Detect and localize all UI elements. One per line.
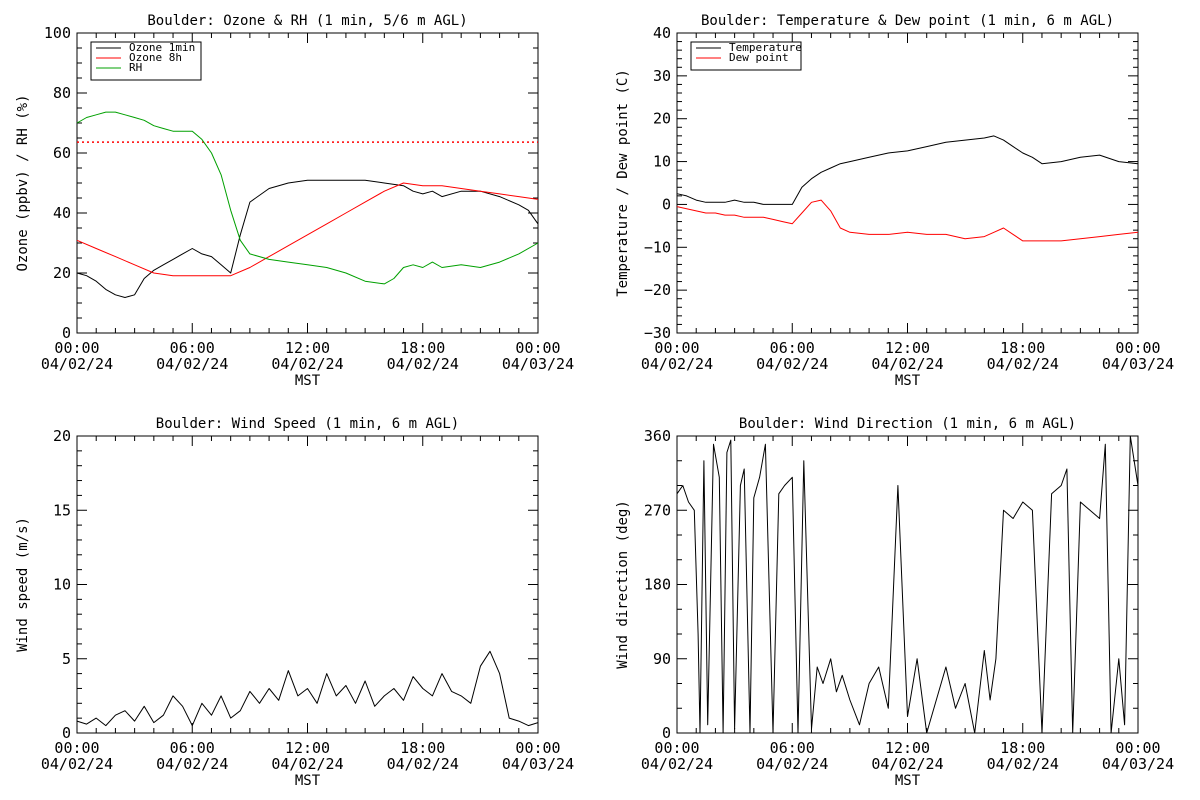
y-tick-label: 0 — [662, 195, 671, 213]
y-tick-label: 360 — [644, 427, 671, 445]
legend-label: Temperature — [729, 41, 802, 54]
x-tick-time-label: 12:00 — [885, 739, 930, 757]
chart-title: Boulder: Temperature & Dew point (1 min,… — [701, 13, 1114, 29]
y-axis-label: Ozone (ppbv) / RH (%) — [15, 94, 31, 271]
x-tick-time-label: 12:00 — [285, 339, 330, 357]
y-tick-label: 80 — [53, 84, 71, 102]
chart-panel-0: Boulder: Ozone & RH (1 min, 5/6 m AGL) 0 2… — [15, 13, 574, 389]
x-tick-date-label: 04/02/24 — [156, 355, 228, 373]
x-tick-time-label: 18:00 — [1000, 739, 1045, 757]
x-axis-label: MST — [895, 773, 921, 789]
series-line-0 — [76, 650, 539, 727]
x-tick-date-label: 04/02/24 — [271, 755, 343, 773]
y-tick-label: 0 — [662, 724, 671, 742]
y-tick-label: 20 — [653, 110, 671, 128]
x-tick-date-label: 04/02/24 — [156, 755, 228, 773]
y-tick-label: 20 — [53, 427, 71, 445]
legend-label: Ozone 1min — [129, 41, 195, 54]
y-tick-label: 0 — [62, 324, 71, 342]
legend-box — [690, 41, 802, 71]
x-tick-time-label: 18:00 — [400, 339, 445, 357]
series-line-temperature — [676, 135, 1139, 205]
y-axis-label: Wind direction (deg) — [615, 500, 631, 669]
y-tick-label: 100 — [44, 24, 71, 42]
x-axis-label: MST — [295, 373, 321, 389]
y-tick-label: 30 — [653, 67, 671, 85]
x-tick-time-label: 00:00 — [654, 339, 699, 357]
x-tick-date-label: 04/02/24 — [987, 355, 1059, 373]
y-tick-label: 90 — [653, 650, 671, 668]
x-tick-date-label: 04/02/24 — [41, 755, 113, 773]
y-axis-label: Wind speed (m/s) — [15, 517, 31, 652]
legend-label: Dew point — [729, 51, 789, 64]
chart-panel-3: Boulder: Wind Direction (1 min, 6 m AGL)… — [615, 416, 1174, 789]
x-tick-time-label: 18:00 — [400, 739, 445, 757]
x-axis-label: MST — [895, 373, 921, 389]
plot-frame — [676, 32, 1139, 334]
y-tick-label: 270 — [644, 501, 671, 519]
x-tick-date-label: 04/02/24 — [756, 755, 828, 773]
y-tick-label: −30 — [644, 324, 671, 342]
y-axis-label: Temperature / Dew point (C) — [615, 69, 631, 297]
x-tick-date-label: 04/02/24 — [41, 355, 113, 373]
series-line-0 — [676, 435, 1139, 734]
y-tick-label: 180 — [644, 576, 671, 594]
x-tick-date-label: 04/02/24 — [871, 355, 943, 373]
legend-label: RH — [129, 61, 142, 74]
chart-title: Boulder: Wind Speed (1 min, 6 m AGL) — [156, 416, 459, 432]
x-tick-date-label: 04/03/24 — [1102, 355, 1174, 373]
x-tick-time-label: 12:00 — [285, 739, 330, 757]
x-tick-date-label: 04/02/24 — [387, 355, 459, 373]
y-tick-label: 10 — [653, 153, 671, 171]
series-line-ozone-8h — [76, 182, 539, 277]
y-tick-label: 20 — [53, 264, 71, 282]
x-tick-date-label: 04/02/24 — [387, 755, 459, 773]
x-tick-date-label: 04/02/24 — [641, 755, 713, 773]
y-tick-label: 15 — [53, 501, 71, 519]
x-tick-time-label: 12:00 — [885, 339, 930, 357]
x-tick-time-label: 00:00 — [515, 339, 560, 357]
y-tick-label: 60 — [53, 144, 71, 162]
chart-title: Boulder: Ozone & RH (1 min, 5/6 m AGL) — [147, 13, 467, 29]
x-tick-time-label: 00:00 — [1115, 739, 1160, 757]
y-tick-label: 40 — [653, 24, 671, 42]
x-tick-time-label: 00:00 — [654, 739, 699, 757]
x-tick-time-label: 00:00 — [54, 739, 99, 757]
y-tick-label: 40 — [53, 204, 71, 222]
series-line-rh — [76, 111, 539, 285]
series-line-dew-point — [676, 199, 1139, 242]
x-tick-time-label: 00:00 — [515, 739, 560, 757]
x-tick-date-label: 04/02/24 — [871, 755, 943, 773]
x-tick-time-label: 18:00 — [1000, 339, 1045, 357]
y-tick-label: −10 — [644, 238, 671, 256]
x-tick-time-label: 06:00 — [170, 339, 215, 357]
x-tick-date-label: 04/02/24 — [987, 755, 1059, 773]
chart-title: Boulder: Wind Direction (1 min, 6 m AGL) — [739, 416, 1076, 432]
y-tick-label: 0 — [62, 724, 71, 742]
x-tick-time-label: 06:00 — [770, 339, 815, 357]
legend-label: Ozone 8h — [129, 51, 182, 64]
y-tick-label: 10 — [53, 576, 71, 594]
x-tick-time-label: 00:00 — [54, 339, 99, 357]
x-tick-time-label: 00:00 — [1115, 339, 1160, 357]
x-tick-time-label: 06:00 — [170, 739, 215, 757]
x-tick-date-label: 04/02/24 — [271, 355, 343, 373]
y-tick-label: 5 — [62, 650, 71, 668]
x-tick-date-label: 04/02/24 — [756, 355, 828, 373]
x-tick-time-label: 06:00 — [770, 739, 815, 757]
series-line-ozone-1min — [76, 179, 539, 298]
x-tick-date-label: 04/03/24 — [1102, 755, 1174, 773]
plot-frame — [676, 435, 1139, 734]
chart-panel-2: Boulder: Wind Speed (1 min, 6 m AGL) 0 5 10… — [15, 416, 574, 789]
x-tick-date-label: 04/02/24 — [641, 355, 713, 373]
x-tick-date-label: 04/03/24 — [502, 755, 574, 773]
y-tick-label: −20 — [644, 281, 671, 299]
chart-panel-1: Boulder: Temperature & Dew point (1 min,… — [615, 13, 1174, 389]
x-tick-date-label: 04/03/24 — [502, 355, 574, 373]
x-axis-label: MST — [295, 773, 321, 789]
